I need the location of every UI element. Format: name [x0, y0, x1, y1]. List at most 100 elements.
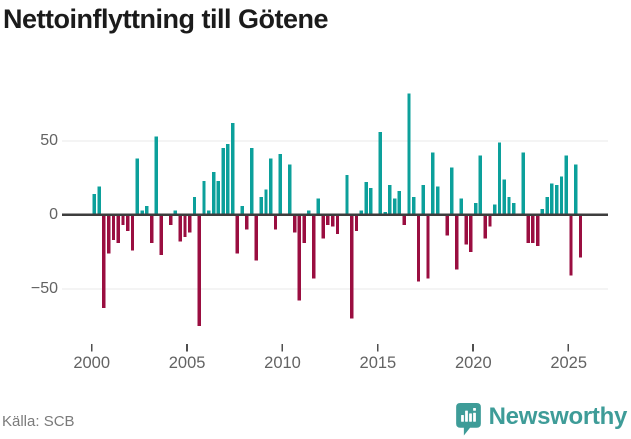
bar-2008Q3 — [254, 214, 259, 261]
bar-2005Q2 — [192, 197, 197, 215]
bar-2024Q4 — [564, 155, 568, 215]
x-axis-label: 2005 — [168, 354, 206, 372]
bar-2018Q4 — [450, 167, 454, 215]
bar-2004Q2 — [173, 210, 178, 215]
bar-2020Q4 — [488, 214, 492, 227]
bar-2007Q4 — [240, 205, 244, 215]
bar-2007Q2 — [230, 123, 235, 215]
bar-2010Q2 — [288, 164, 292, 215]
bar-2012Q4 — [335, 214, 340, 235]
bar-2023Q2 — [535, 214, 540, 246]
bar-2017Q1 — [416, 214, 421, 282]
bar-2008Q2 — [249, 148, 254, 215]
bar-2007Q3 — [235, 214, 240, 254]
bar-2006Q1 — [207, 210, 211, 215]
bar-2005Q1 — [188, 214, 192, 233]
bar-2019Q2 — [459, 198, 464, 215]
bar-2001Q1 — [111, 214, 116, 240]
bar-2010Q3 — [292, 214, 297, 233]
bar-2004Q3 — [178, 214, 182, 242]
bar-2005Q3 — [197, 214, 201, 326]
gridline — [62, 140, 608, 142]
x-tick-mark — [281, 344, 284, 352]
bar-2015Q2 — [383, 211, 387, 215]
x-axis-label: 2000 — [73, 354, 111, 372]
bar-2010Q4 — [297, 214, 302, 301]
brand-logo: Newsworthy — [455, 402, 627, 437]
bar-2014Q3 — [369, 188, 373, 215]
bar-2008Q4 — [259, 197, 263, 215]
x-tick-mark — [376, 344, 379, 352]
bar-2023Q1 — [531, 214, 535, 243]
x-tick-mark — [186, 344, 188, 352]
bar-2021Q2 — [497, 142, 502, 215]
bar-2007Q1 — [226, 143, 230, 215]
bar-2003Q1 — [149, 214, 154, 243]
bar-2011Q3 — [311, 214, 316, 279]
bar-2008Q1 — [245, 214, 249, 230]
bar-2024Q3 — [559, 176, 564, 215]
bar-2021Q3 — [502, 179, 506, 215]
bar-2011Q4 — [316, 198, 321, 215]
bar-2020Q3 — [483, 214, 487, 239]
bar-2001Q2 — [116, 214, 120, 243]
bar-2017Q2 — [421, 185, 425, 215]
chart-title: Nettoinflyttning till Götene — [3, 4, 328, 34]
bar-2009Q1 — [264, 189, 268, 215]
bar-2001Q3 — [121, 214, 125, 226]
bar-2002Q4 — [145, 205, 149, 215]
bar-2012Q1 — [321, 214, 325, 239]
bar-2015Q3 — [388, 185, 392, 215]
bar-2020Q1 — [473, 202, 478, 215]
bar-2019Q1 — [454, 214, 459, 270]
bar-2014Q2 — [364, 182, 368, 215]
bar-2013Q2 — [345, 174, 349, 215]
x-axis-label: 2015 — [359, 354, 397, 372]
bar-2019Q3 — [464, 214, 468, 245]
brand-wordmark: Newsworthy — [488, 403, 628, 430]
newsworthy-badge-icon — [455, 403, 481, 436]
bar-2003Q2 — [154, 136, 159, 215]
x-tick-mark — [90, 344, 93, 352]
bar-2009Q3 — [273, 214, 278, 230]
bar-2018Q3 — [445, 214, 449, 236]
bar-2004Q4 — [183, 214, 187, 237]
bar-2022Q3 — [521, 152, 526, 215]
bar-2000Q4 — [106, 214, 111, 254]
bar-2002Q1 — [130, 214, 135, 251]
bar-2025Q2 — [574, 164, 578, 215]
y-axis-label: 0 — [49, 206, 58, 223]
bar-2000Q1 — [92, 194, 97, 215]
bar-2006Q3 — [216, 180, 221, 215]
bar-2012Q3 — [331, 214, 335, 227]
bar-2016Q1 — [397, 191, 402, 215]
y-axis-label: 50 — [40, 132, 58, 149]
y-axis-label: −50 — [30, 280, 58, 297]
gridline — [62, 288, 608, 290]
x-tick-mark — [567, 344, 570, 352]
bar-2001Q4 — [126, 214, 130, 232]
bar-2003Q3 — [159, 214, 163, 255]
bar-2021Q4 — [507, 197, 511, 215]
bar-2009Q2 — [269, 158, 273, 215]
bar-2014Q1 — [359, 210, 363, 215]
bar-2005Q4 — [202, 180, 206, 215]
bar-2013Q4 — [354, 214, 359, 232]
x-axis-label: 2025 — [550, 354, 588, 372]
bar-2012Q2 — [326, 214, 330, 226]
bar-2013Q3 — [350, 214, 354, 319]
source-label: Källa: SCB — [2, 413, 75, 430]
bar-2019Q4 — [469, 214, 473, 252]
zero-axis-line — [62, 213, 608, 216]
bar-2023Q3 — [540, 208, 545, 215]
bar-2000Q3 — [102, 214, 106, 309]
x-axis-label: 2020 — [454, 354, 492, 372]
bar-2018Q1 — [435, 186, 440, 215]
bar-2024Q2 — [555, 185, 559, 215]
bar-2009Q4 — [278, 154, 282, 215]
bar-2006Q2 — [211, 171, 216, 215]
bar-2015Q1 — [378, 131, 383, 215]
x-axis-label: 2010 — [264, 354, 301, 372]
